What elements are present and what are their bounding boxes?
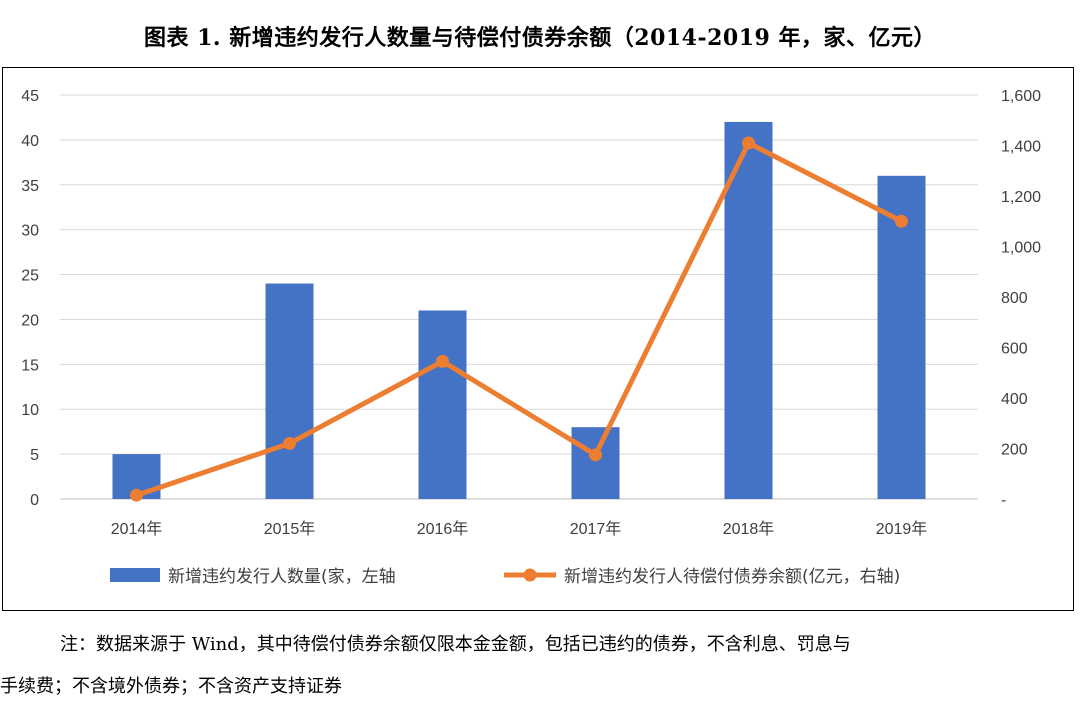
line-point xyxy=(436,354,449,368)
y-left-tick-label: 35 xyxy=(21,178,39,195)
chart-svg: 0 5 10 15 20 25 30 35 40 45 - 200 400 600 800 1,000 1,20… xyxy=(21,88,1041,587)
x-tick-label: 2017年 xyxy=(570,520,622,538)
x-tick-label: 2015年 xyxy=(264,520,316,538)
legend-label-line: 新增违约发行人待偿付债券余额(亿元，右轴) xyxy=(564,567,900,587)
bar xyxy=(265,283,314,499)
line-path xyxy=(134,140,904,498)
legend-label-bar: 新增违约发行人数量(家，左轴 xyxy=(168,567,396,587)
bar xyxy=(571,427,620,499)
line-point xyxy=(283,436,296,450)
chart-title: 图表 1. 新增违约发行人数量与待偿付债券余额（2014-2019 年，家、亿元… xyxy=(143,25,937,51)
y-left-tick-label: 25 xyxy=(21,268,39,285)
gridlines xyxy=(60,94,978,500)
note-line-1: 注：数据来源于 Wind，其中待偿付债券余额仅限本金金额，包括已违约的债券，不含… xyxy=(60,634,851,655)
line-point xyxy=(742,136,755,150)
y-left-tick-label: 20 xyxy=(21,312,39,329)
bar xyxy=(877,175,926,500)
y-left-tick-label: 5 xyxy=(30,447,39,464)
y-right-tick-label: 1,200 xyxy=(1001,189,1041,206)
line-point xyxy=(130,488,143,502)
x-tick-label: 2019年 xyxy=(876,520,928,538)
y-left-tick-label: 0 xyxy=(30,492,39,509)
y-right-tick-label: 400 xyxy=(1001,391,1028,408)
y-right-tick-label: 800 xyxy=(1001,290,1028,307)
y-left-tick-label: 15 xyxy=(21,357,39,374)
y-right-tick-label: 600 xyxy=(1001,341,1028,358)
x-tick-label: 2014年 xyxy=(111,520,163,538)
bar-series xyxy=(112,121,926,500)
x-tick-label: 2016年 xyxy=(417,520,469,538)
y-left-tick-label: 30 xyxy=(21,223,39,240)
legend-swatch-bar xyxy=(110,568,160,582)
chart-area: 0 5 10 15 20 25 30 35 40 45 - 200 400 600 800 1,000 1,20… xyxy=(2,67,1074,611)
axes: 0 5 10 15 20 25 30 35 40 45 - 200 400 600 800 1,000 1,20… xyxy=(21,88,1041,538)
line-point xyxy=(895,214,908,228)
x-tick-label: 2018年 xyxy=(723,520,775,538)
line-point xyxy=(589,448,602,462)
note-line-2: 手续费；不含境外债券；不含资产支持证券 xyxy=(0,676,342,697)
y-left-tick-label: 45 xyxy=(21,88,39,105)
y-right-tick-label: 1,000 xyxy=(1001,240,1041,257)
bar xyxy=(724,121,773,499)
y-right-tick-label: - xyxy=(1001,492,1006,509)
y-right-tick-label: 200 xyxy=(1001,442,1028,459)
y-right-tick-label: 1,600 xyxy=(1001,88,1041,105)
y-right-tick-label: 1,400 xyxy=(1001,139,1041,156)
y-left-tick-label: 40 xyxy=(21,133,39,150)
bar xyxy=(418,310,467,499)
legend-swatch-marker xyxy=(523,568,537,582)
line-series xyxy=(130,136,908,502)
y-left-tick-label: 10 xyxy=(21,402,39,419)
legend: 新增违约发行人数量(家，左轴 新增违约发行人待偿付债券余额(亿元，右轴) xyxy=(110,567,900,587)
